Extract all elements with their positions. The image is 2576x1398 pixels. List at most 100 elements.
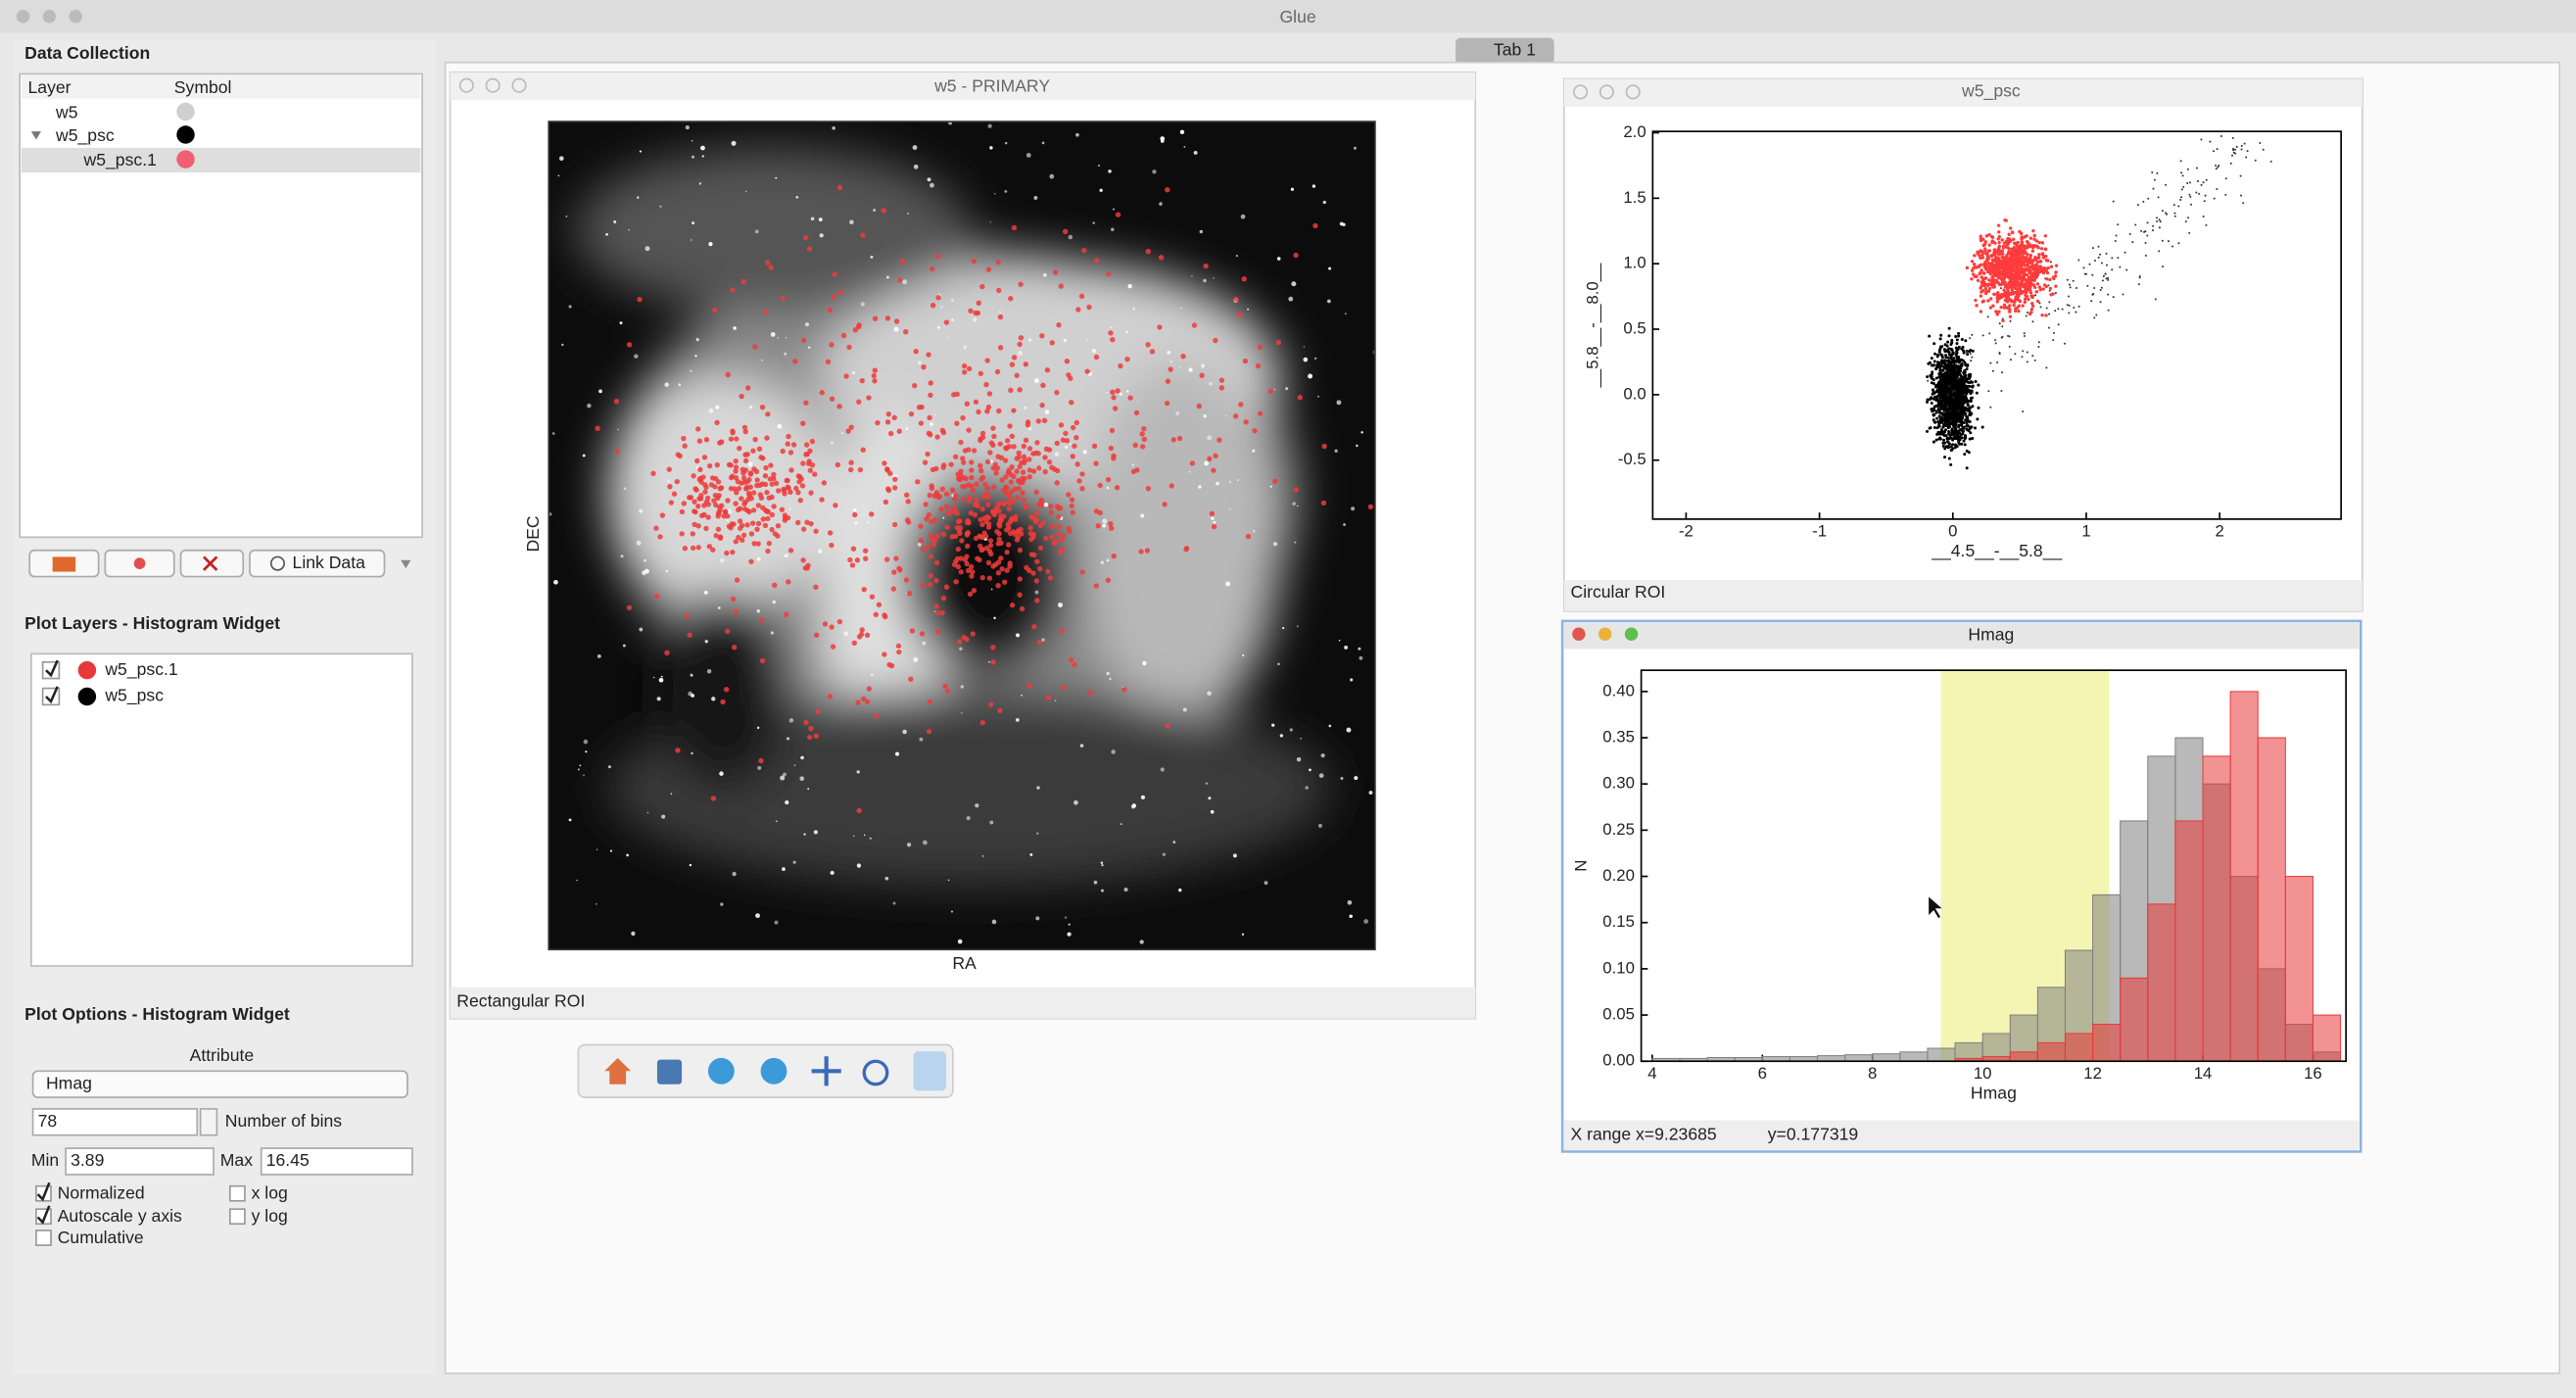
- layer-name[interactable]: w5_psc.1: [104, 659, 177, 680]
- bins-input[interactable]: [33, 1109, 198, 1135]
- star: [1044, 503, 1048, 506]
- layer-symbol[interactable]: [176, 150, 194, 168]
- star: [745, 190, 747, 192]
- point: [2102, 279, 2104, 281]
- star: [918, 543, 922, 547]
- back-tool[interactable]: [708, 1058, 735, 1085]
- checkbox-label[interactable]: Normalized: [58, 1183, 145, 1203]
- point: [1967, 404, 1970, 407]
- window-title: w5_psc: [1961, 81, 2021, 102]
- bar: [2148, 904, 2175, 1061]
- source-marker: [1008, 296, 1013, 301]
- point: [2214, 198, 2216, 200]
- attribute-label: Attribute: [190, 1045, 255, 1065]
- source-marker: [969, 459, 974, 464]
- point: [2008, 310, 2011, 313]
- close-button[interactable]: [17, 10, 29, 23]
- point: [2013, 301, 2016, 304]
- layer-name[interactable]: w5_psc.1: [83, 150, 157, 170]
- source-marker: [1268, 389, 1273, 394]
- source-marker: [978, 544, 982, 549]
- star: [1285, 387, 1288, 390]
- bins-value[interactable]: 78: [38, 1111, 58, 1131]
- point: [1943, 447, 1946, 450]
- star: [784, 353, 787, 356]
- star: [1035, 591, 1039, 595]
- min-value[interactable]: 3.89: [71, 1150, 104, 1170]
- source-marker: [972, 448, 977, 453]
- point: [1938, 351, 1941, 354]
- source-marker: [627, 342, 632, 347]
- source-marker: [920, 631, 925, 636]
- zoom-button[interactable]: [1625, 628, 1638, 641]
- star: [613, 220, 616, 223]
- link-button-label[interactable]: Link Data: [293, 553, 366, 572]
- checkbox-label[interactable]: Cumulative: [58, 1228, 144, 1247]
- source-marker: [756, 541, 761, 546]
- checkbox[interactable]: [230, 1186, 245, 1201]
- source-marker: [757, 447, 762, 452]
- tab-label[interactable]: Tab 1: [1494, 40, 1536, 60]
- point: [1975, 304, 1978, 307]
- x-axis-label: Hmag: [1971, 1083, 2017, 1102]
- layer-name[interactable]: w5: [55, 102, 78, 121]
- checkbox-label[interactable]: y log: [252, 1206, 288, 1226]
- point: [1960, 398, 1963, 401]
- minimize-button[interactable]: [1598, 628, 1611, 641]
- star: [787, 737, 789, 740]
- source-marker: [735, 577, 739, 582]
- star: [610, 849, 612, 851]
- point: [2003, 241, 2006, 244]
- star: [1123, 888, 1127, 892]
- source-marker: [919, 420, 924, 425]
- attribute-value[interactable]: Hmag: [46, 1073, 92, 1092]
- checkbox[interactable]: [230, 1209, 245, 1224]
- point: [2012, 254, 2015, 257]
- source-marker: [1086, 305, 1091, 310]
- point: [1944, 354, 1947, 357]
- source-marker: [867, 686, 872, 691]
- source-marker: [1145, 342, 1150, 347]
- star: [1036, 833, 1038, 835]
- source-marker: [699, 513, 704, 518]
- max-value[interactable]: 16.45: [266, 1150, 310, 1170]
- source-marker: [1321, 501, 1326, 506]
- point: [1942, 423, 1945, 426]
- point: [1964, 379, 1967, 382]
- point: [1960, 423, 1963, 426]
- point: [2070, 286, 2072, 288]
- layer-name[interactable]: w5_psc: [104, 686, 164, 706]
- star: [1018, 351, 1023, 356]
- source-marker: [979, 522, 984, 527]
- zoom-button[interactable]: [69, 10, 81, 23]
- star: [621, 554, 624, 557]
- point: [1994, 310, 1997, 313]
- checkbox-label[interactable]: Autoscale y axis: [58, 1206, 182, 1226]
- bins-spinner[interactable]: [201, 1109, 217, 1135]
- source-marker: [852, 641, 857, 646]
- layer-symbol[interactable]: [176, 125, 194, 143]
- star: [906, 427, 909, 430]
- star: [928, 177, 931, 181]
- source-marker: [739, 480, 743, 485]
- layer-symbol[interactable]: [176, 103, 194, 121]
- save-tool[interactable]: [657, 1060, 682, 1085]
- point: [1988, 332, 1990, 334]
- star: [1034, 378, 1039, 383]
- source-marker: [803, 235, 808, 240]
- star: [1161, 139, 1165, 143]
- point: [1951, 394, 1954, 397]
- minimize-button[interactable]: [43, 10, 56, 23]
- star: [1356, 445, 1358, 447]
- select-tool[interactable]: [914, 1051, 947, 1090]
- source-marker: [990, 645, 995, 650]
- checkbox[interactable]: [36, 1230, 51, 1245]
- point: [1959, 416, 1962, 419]
- source-marker: [1094, 355, 1099, 360]
- close-button[interactable]: [1572, 628, 1585, 641]
- source-marker: [1003, 458, 1008, 462]
- forward-tool[interactable]: [761, 1058, 787, 1085]
- layer-name[interactable]: w5_psc: [55, 125, 115, 146]
- toolbar: [578, 1044, 952, 1097]
- checkbox-label[interactable]: x log: [252, 1183, 288, 1203]
